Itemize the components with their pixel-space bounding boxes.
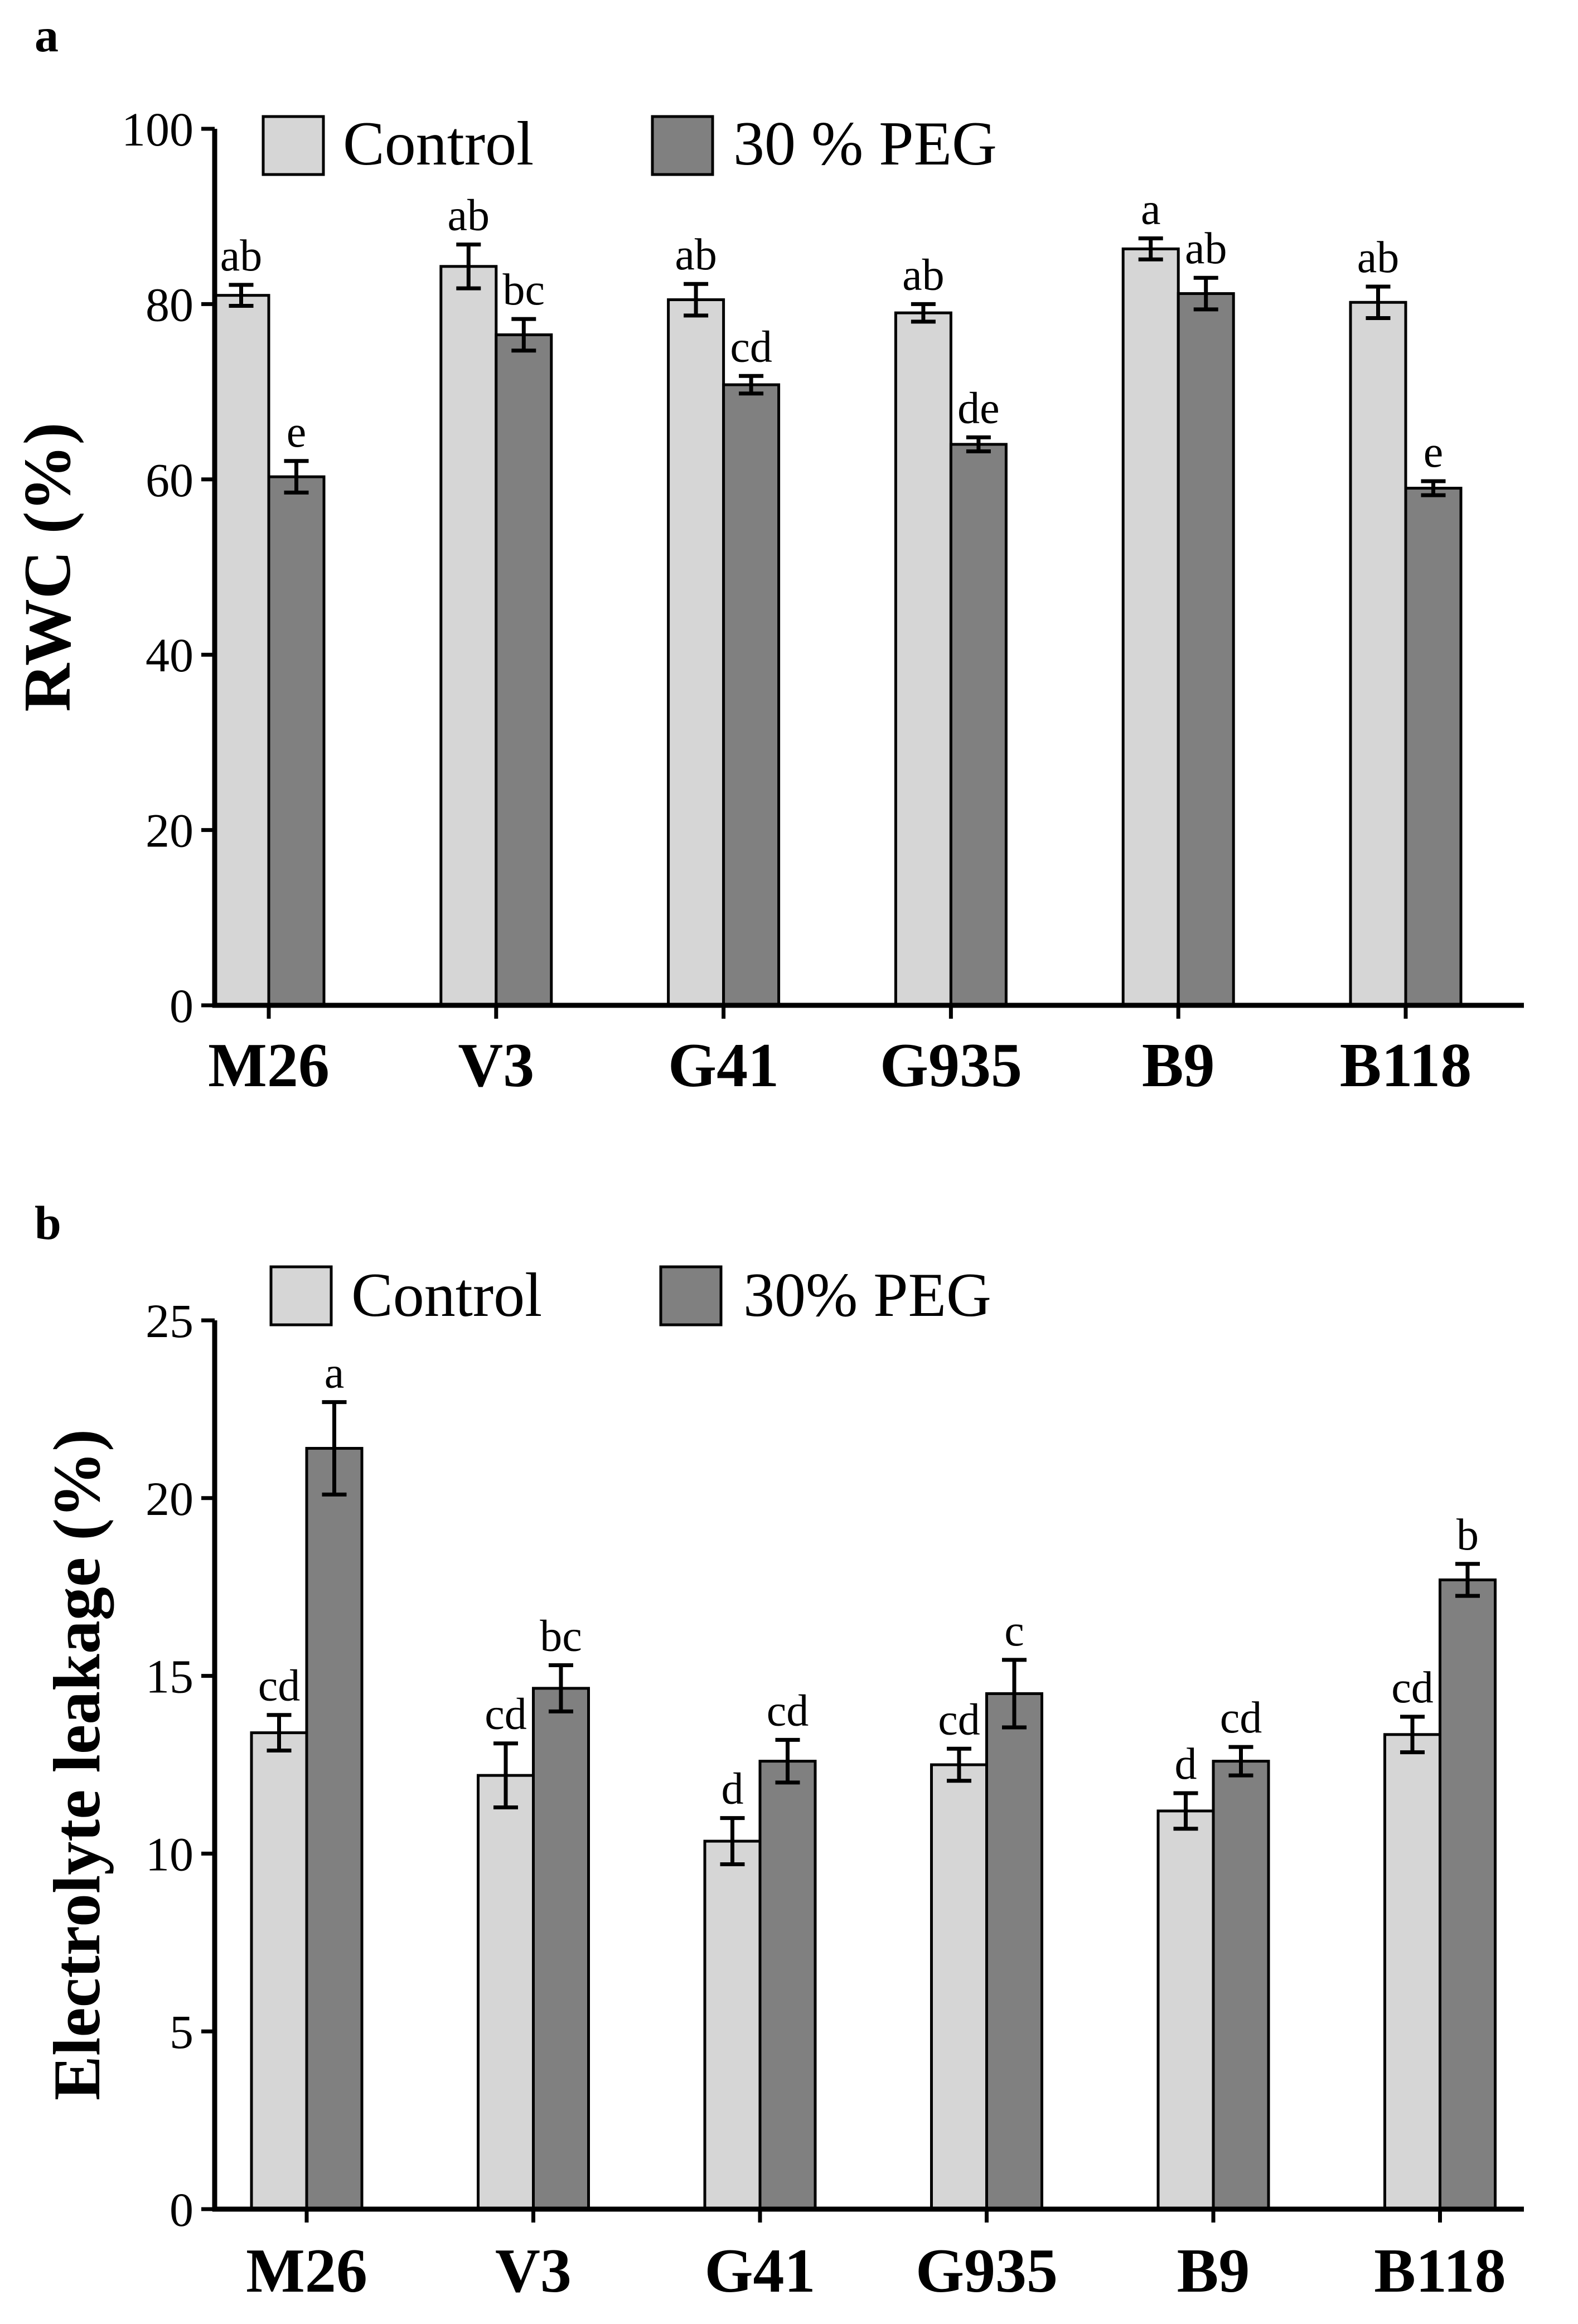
- bar-M26-series-1: [250, 1731, 308, 2211]
- y-tick-label: 60: [146, 453, 193, 507]
- significance-label: c: [1004, 1606, 1024, 1655]
- significance-label: d: [1175, 1740, 1197, 1789]
- bar-B118-series-1: [1383, 1733, 1441, 2211]
- bar-M26-series-1: [212, 294, 270, 1007]
- legend-swatch-1: [269, 1265, 333, 1326]
- x-tick-label: V3: [495, 2236, 572, 2306]
- bar-G935-series-1: [930, 1763, 988, 2211]
- bar-B118-series-1: [1349, 301, 1407, 1007]
- y-tick-label: 20: [146, 1472, 193, 1526]
- significance-label: cd: [730, 322, 772, 371]
- significance-label: cd: [258, 1662, 301, 1711]
- y-tick-label: 40: [146, 628, 193, 682]
- legend-label-2: 30% PEG: [743, 1261, 991, 1330]
- x-tick-label: G935: [880, 1031, 1022, 1100]
- significance-label: a: [1141, 185, 1161, 234]
- significance-label: cd: [767, 1686, 809, 1735]
- y-tick-label: 0: [170, 979, 193, 1033]
- bar-V3-series-2: [495, 333, 553, 1007]
- bar-G935-series-1: [894, 311, 952, 1007]
- y-axis-title: RWC (%): [10, 422, 84, 711]
- y-tick-label: 5: [170, 2005, 193, 2059]
- significance-label: b: [1456, 1510, 1479, 1560]
- significance-label: bc: [540, 1611, 582, 1660]
- y-tick-label: 10: [146, 1827, 193, 1881]
- y-tick-label: 0: [170, 2183, 193, 2236]
- bar-B9-series-2: [1212, 1760, 1270, 2211]
- panel-letter: a: [35, 8, 59, 62]
- x-tick-label: B118: [1340, 1031, 1472, 1100]
- y-tick-label: 80: [146, 278, 193, 331]
- y-axis-title: Electrolyte leakage (%): [40, 1429, 114, 2100]
- x-tick-label: G41: [668, 1031, 779, 1100]
- significance-label: e: [287, 408, 307, 457]
- significance-label: ab: [675, 230, 717, 279]
- y-tick-label: 15: [146, 1650, 193, 1703]
- bar-G935-series-2: [985, 1692, 1043, 2211]
- significance-label: d: [722, 1765, 744, 1814]
- x-tick-label: V3: [458, 1031, 534, 1100]
- significance-label: cd: [1391, 1663, 1434, 1712]
- legend-swatch-1: [262, 115, 325, 176]
- bar-G41-series-1: [703, 1839, 762, 2211]
- significance-label: ab: [220, 231, 263, 280]
- y-tick-label: 20: [146, 804, 193, 858]
- legend-swatch-2: [659, 1265, 723, 1326]
- bar-B9-series-1: [1121, 247, 1180, 1007]
- panel-letter: b: [35, 1196, 61, 1250]
- x-tick-label: M26: [208, 1031, 330, 1100]
- legend-label-1: Control: [351, 1261, 542, 1330]
- bar-V3-series-1: [439, 265, 498, 1007]
- legend-label-2: 30 % PEG: [733, 109, 997, 178]
- bar-G41-series-1: [667, 298, 725, 1007]
- significance-label: bc: [503, 265, 545, 314]
- x-tick-label: B9: [1142, 1031, 1215, 1100]
- significance-label: cd: [1220, 1693, 1262, 1742]
- bar-V3-series-2: [532, 1687, 590, 2211]
- bar-G935-series-2: [949, 443, 1008, 1007]
- significance-label: ab: [902, 250, 945, 299]
- bar-G41-series-2: [758, 1760, 817, 2211]
- bar-G41-series-2: [722, 383, 781, 1007]
- x-tick-label: B9: [1177, 2236, 1250, 2306]
- x-tick-label: G41: [704, 2236, 815, 2306]
- significance-label: de: [957, 384, 1000, 433]
- bar-B9-series-1: [1156, 1809, 1215, 2211]
- x-tick-label: B118: [1374, 2236, 1506, 2306]
- significance-label: cd: [938, 1695, 980, 1744]
- significance-label: ab: [448, 191, 490, 240]
- x-tick-label: M26: [246, 2236, 367, 2306]
- significance-label: cd: [485, 1690, 527, 1739]
- y-tick-label: 25: [146, 1294, 193, 1348]
- bar-V3-series-1: [477, 1774, 535, 2211]
- bar-B118-series-2: [1404, 487, 1463, 1007]
- legend-label-1: Control: [343, 109, 534, 178]
- legend-swatch-2: [651, 115, 714, 176]
- bar-B118-series-2: [1439, 1578, 1497, 2211]
- x-tick-label: G935: [916, 2236, 1058, 2306]
- bar-B9-series-2: [1177, 292, 1235, 1007]
- significance-label: ab: [1185, 224, 1227, 273]
- bar-M26-series-2: [305, 1447, 364, 2211]
- bar-M26-series-2: [267, 475, 326, 1007]
- significance-label: a: [325, 1349, 345, 1398]
- significance-label: e: [1424, 428, 1444, 477]
- significance-label: ab: [1357, 233, 1400, 282]
- y-tick-label: 100: [122, 103, 193, 156]
